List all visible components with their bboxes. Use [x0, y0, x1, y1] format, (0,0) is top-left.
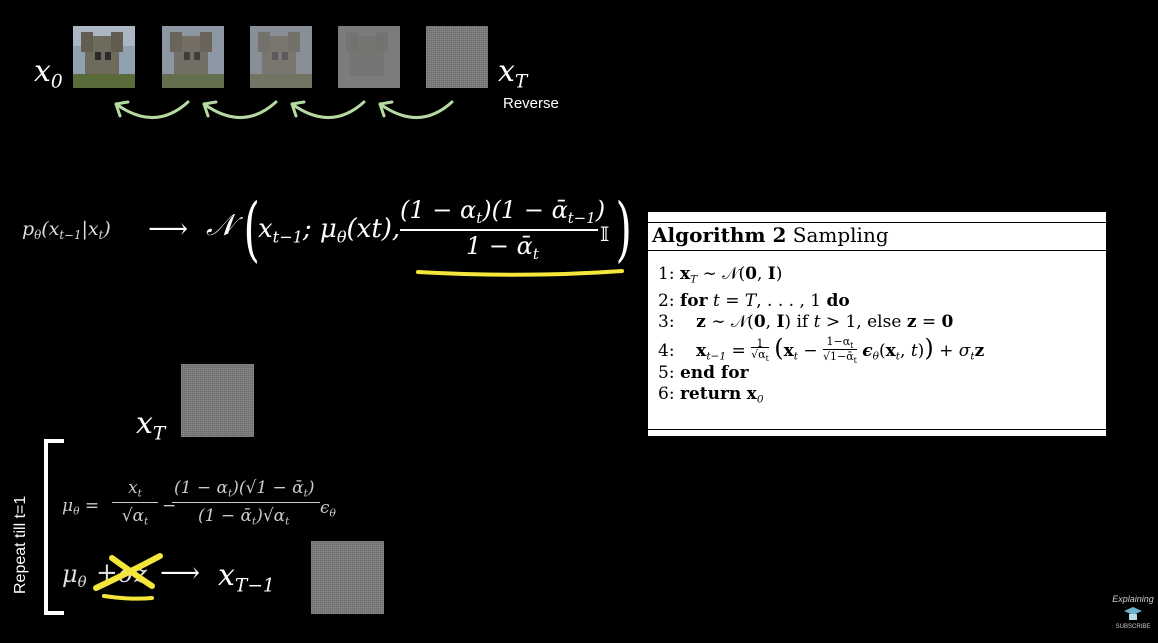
- algorithm-line-3: 3: z ∼ 𝒩(0, I) if t > 1, else z = 0: [658, 311, 954, 332]
- noise-image-xT: [181, 364, 254, 437]
- diffusion-step-image-4: [338, 26, 400, 88]
- reverse-label: Reverse: [503, 95, 559, 112]
- channel-logo[interactable]: Explaining SUBSCRIBE: [1110, 594, 1156, 638]
- cross-out-mark: [93, 553, 163, 601]
- algorithm-line-6: 6: return x0: [658, 383, 764, 406]
- posterior-arrow: ⟶: [148, 212, 189, 245]
- algorithm-title: Algorithm 2 Sampling: [648, 222, 1106, 251]
- repeat-label: Repeat till t=1: [12, 495, 29, 594]
- step-mu: μθ: [62, 560, 87, 592]
- diffusion-step-image-3: [250, 26, 312, 88]
- variance-denominator: 1 − ᾱt: [466, 232, 539, 264]
- x0-label: x0: [34, 54, 63, 93]
- variance-highlight-underline: [416, 269, 624, 277]
- algorithm-box: Algorithm 2 Sampling 1: xT ∼ 𝒩(0, I) 2: …: [648, 212, 1106, 436]
- diffusion-step-image-2: [162, 26, 224, 88]
- subscribe-label: SUBSCRIBE: [1115, 624, 1151, 630]
- step-result: xT−1: [218, 558, 275, 597]
- lower-xT-label: xT: [136, 406, 166, 445]
- algorithm-line-2: 2: for t = T, . . . , 1 do: [658, 290, 850, 311]
- reverse-arrow-1: [114, 100, 190, 119]
- reverse-arrows: [114, 100, 454, 119]
- normal-symbol: 𝒩: [206, 208, 235, 243]
- diffusion-step-image-1: [73, 26, 135, 88]
- variance-numerator: (1 − αt)(1 − ᾱt−1): [400, 196, 606, 228]
- xT-label: xT: [498, 54, 528, 93]
- noise-image-xT-1: [311, 541, 384, 614]
- algorithm-line-5: 5: end for: [658, 362, 749, 383]
- algorithm-lines: 1: xT ∼ 𝒩(0, I) 2: for t = T, . . . , 1 …: [658, 264, 984, 410]
- left-paren-big: (: [243, 188, 260, 270]
- reverse-arrow-2: [202, 100, 278, 119]
- variance-fraction-bar: [400, 229, 598, 231]
- right-paren-big: ): [615, 188, 632, 270]
- posterior-lhs: pθ(xt−1|xt): [22, 218, 111, 243]
- identity-symbol: 𝕀: [600, 222, 610, 246]
- posterior-mean: xt−1; μθ(xt),: [258, 214, 401, 247]
- reverse-arrow-3: [290, 100, 366, 119]
- graduate-cap-icon: [1124, 607, 1142, 620]
- algorithm-line-4: 4: xt−1 = 1 √αt (xt − 1−αt √1−ᾱt ϵθ(xt, t)…: [658, 333, 985, 366]
- reverse-arrow-4: [378, 100, 454, 119]
- step-arrow: ⟶: [160, 556, 201, 589]
- repeat-bracket: [44, 439, 64, 615]
- diffusion-step-image-5: [426, 26, 488, 88]
- algorithm-line-1: 1: xT ∼ 𝒩(0, I): [658, 264, 783, 286]
